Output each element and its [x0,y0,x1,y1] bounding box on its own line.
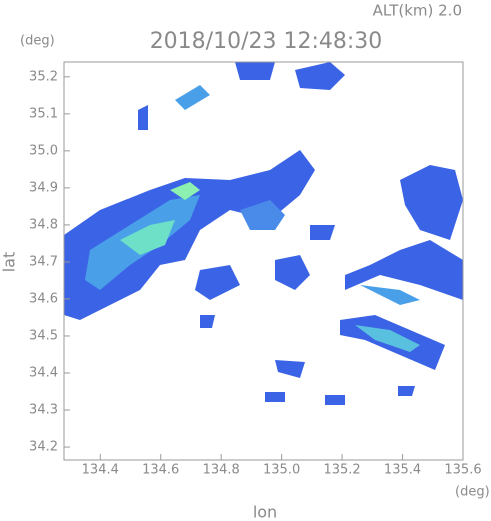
x-tick-label: 135.0 [263,463,300,478]
y-tick-label: 34.4 [29,365,58,380]
y-tick-label: 34.6 [29,291,58,306]
x-tick-label: 135.2 [323,463,360,478]
x-axis-label: lon [253,503,277,521]
x-tick-label: 134.8 [203,463,240,478]
x-unit: (deg) [455,485,490,500]
x-tick-label: 135.6 [444,463,481,478]
y-tick-label: 35.2 [29,69,58,84]
y-tick-label: 34.3 [29,403,58,418]
chart-title: 2018/10/23 12:48:30 [150,29,383,54]
y-tick-label: 34.9 [29,180,58,195]
y-tick-label: 35.0 [29,143,58,158]
radar-echoes [64,62,463,405]
x-tick-label: 135.4 [384,463,421,478]
y-tick-label: 34.8 [29,217,58,232]
altitude-annotation: ALT(km) 2.0 [373,2,462,20]
x-tick-label: 134.6 [142,463,179,478]
y-unit: (deg) [20,34,55,49]
y-tick-label: 34.2 [29,440,58,455]
x-tick-label: 134.4 [82,463,119,478]
y-tick-label: 34.7 [29,254,58,269]
y-tick-label: 34.5 [29,328,58,343]
y-axis-label: lat [0,252,19,273]
plot-frame [63,61,464,461]
y-tick-label: 35.1 [29,106,58,121]
